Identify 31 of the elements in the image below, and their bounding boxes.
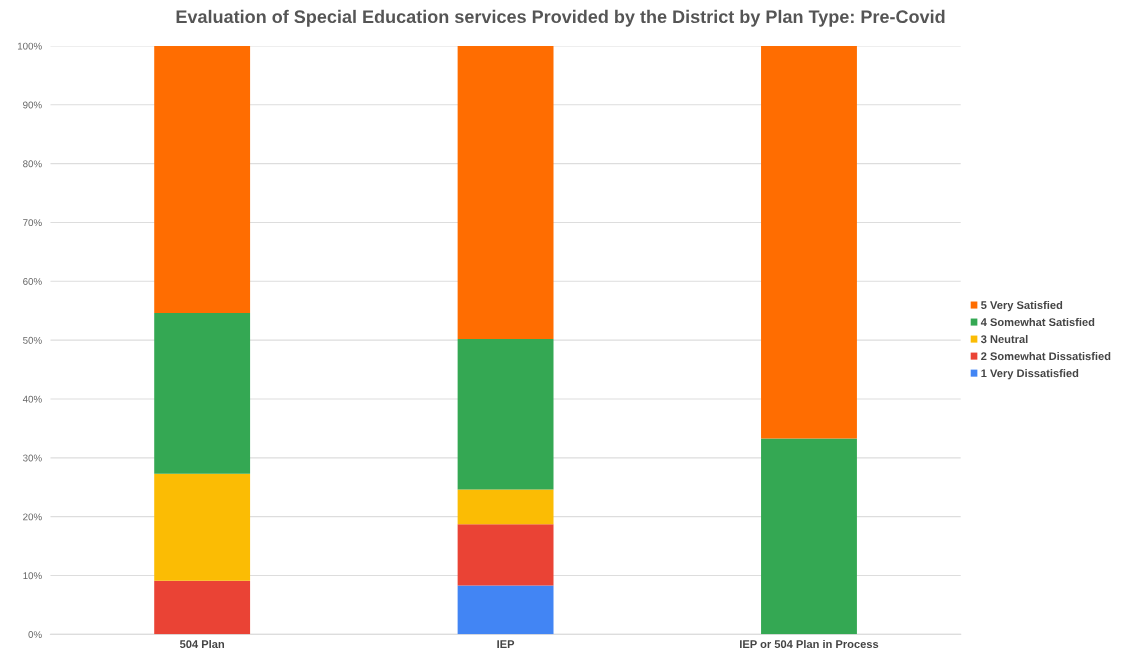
- bar: [457, 585, 554, 635]
- legend-label: 4 Somewhat Satisfied: [980, 317, 1095, 327]
- legend-label: 5 Very Satisfied: [981, 300, 1063, 312]
- chart-title: Evaluation of Special Education services Provided by the District by Plan Type: Pre-Covid: [176, 9, 945, 27]
- bar: [154, 473, 251, 581]
- legend-label: 1 Very Dissatisfied: [981, 369, 1079, 380]
- bar: [154, 45, 251, 314]
- bar: [457, 45, 554, 339]
- y-tick-label: 60%: [23, 278, 42, 285]
- bar: [457, 338, 554, 490]
- x-tick-label: IEP: [497, 640, 515, 648]
- x-tick-label: 504 Plan: [179, 639, 225, 649]
- bar: [154, 580, 251, 635]
- y-tick-label: 50%: [23, 336, 42, 344]
- bar: [457, 524, 554, 586]
- bar: [154, 313, 251, 474]
- legend-label: 2 Somewhat Dissatisfied: [981, 351, 1111, 361]
- bar: [761, 438, 857, 635]
- y-tick-label: 90%: [23, 101, 42, 109]
- bar: [761, 45, 857, 439]
- y-tick-label: 20%: [23, 513, 42, 521]
- bar: [457, 489, 554, 525]
- x-tick-label: IEP or 504 Plan in Process: [740, 639, 879, 649]
- legend-label: 3 Neutral: [980, 334, 1028, 344]
- y-tick-label: 100%: [17, 42, 42, 50]
- y-tick-label: 10%: [23, 572, 42, 580]
- y-tick-label: 30%: [23, 454, 42, 462]
- y-tick-label: 40%: [22, 395, 42, 403]
- y-tick-label: 0%: [28, 631, 42, 638]
- y-tick-label: 80%: [23, 160, 42, 168]
- y-tick-label: 70%: [23, 219, 42, 227]
